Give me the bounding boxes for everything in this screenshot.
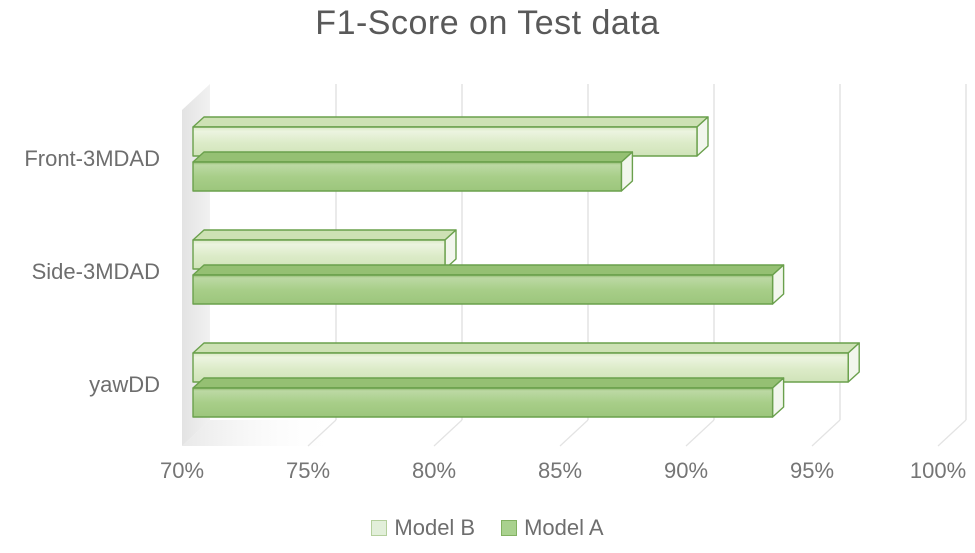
- chart-title: F1-Score on Test data: [315, 4, 660, 42]
- tick-label-75: 75%: [285, 458, 331, 483]
- bar-front-face: [192, 126, 698, 157]
- legend-swatch-model-a: [501, 520, 518, 536]
- tick-label-85: 85%: [537, 458, 583, 483]
- tick-label-80: 80%: [411, 458, 457, 483]
- bar-top-face: [192, 264, 785, 276]
- legend-label: Model B: [394, 515, 476, 540]
- bar-model-b-front-3mdad: [192, 116, 709, 157]
- gridline-floor-foot: [685, 419, 715, 447]
- category-label-front-3mdad: Front-3MDAD: [24, 146, 160, 171]
- bar-front-face: [192, 161, 623, 192]
- bar-model-a-front-3mdad: [192, 151, 634, 192]
- tick-label-90: 90%: [663, 458, 709, 483]
- category-label-yawdd: yawDD: [89, 372, 160, 397]
- bar-top-face: [192, 229, 457, 241]
- legend-item-model-a: Model A: [501, 515, 604, 541]
- bar-model-b-side-3mdad: [192, 229, 457, 270]
- tick-label-70: 70%: [159, 458, 205, 483]
- category-label-side-3mdad: Side-3MDAD: [31, 259, 160, 284]
- bar-model-a-side-3mdad: [192, 264, 785, 305]
- bar-model-a-yawdd: [192, 377, 785, 418]
- legend-swatch-model-b: [371, 520, 388, 536]
- gridline-floor-foot: [937, 419, 967, 447]
- bar-model-b-yawdd: [192, 342, 860, 383]
- bar-front-face: [192, 387, 774, 418]
- bars: [192, 116, 860, 418]
- legend-label: Model A: [524, 515, 604, 540]
- gridline-floor-foot: [811, 419, 841, 447]
- gridline-floor-foot: [307, 419, 337, 447]
- gridline-floor-foot: [433, 419, 463, 447]
- bar-front-face: [192, 274, 774, 305]
- legend-item-model-b: Model B: [371, 515, 475, 541]
- tick-label-100: 100%: [909, 458, 967, 483]
- bar-top-face: [192, 342, 860, 354]
- bar-top-face: [192, 116, 709, 128]
- gridline-floor-foot: [559, 419, 589, 447]
- bar-top-face: [192, 151, 634, 163]
- plot-area: [182, 84, 967, 447]
- legend: Model B Model A: [0, 515, 975, 541]
- bar-top-face: [192, 377, 785, 389]
- tick-label-95: 95%: [789, 458, 835, 483]
